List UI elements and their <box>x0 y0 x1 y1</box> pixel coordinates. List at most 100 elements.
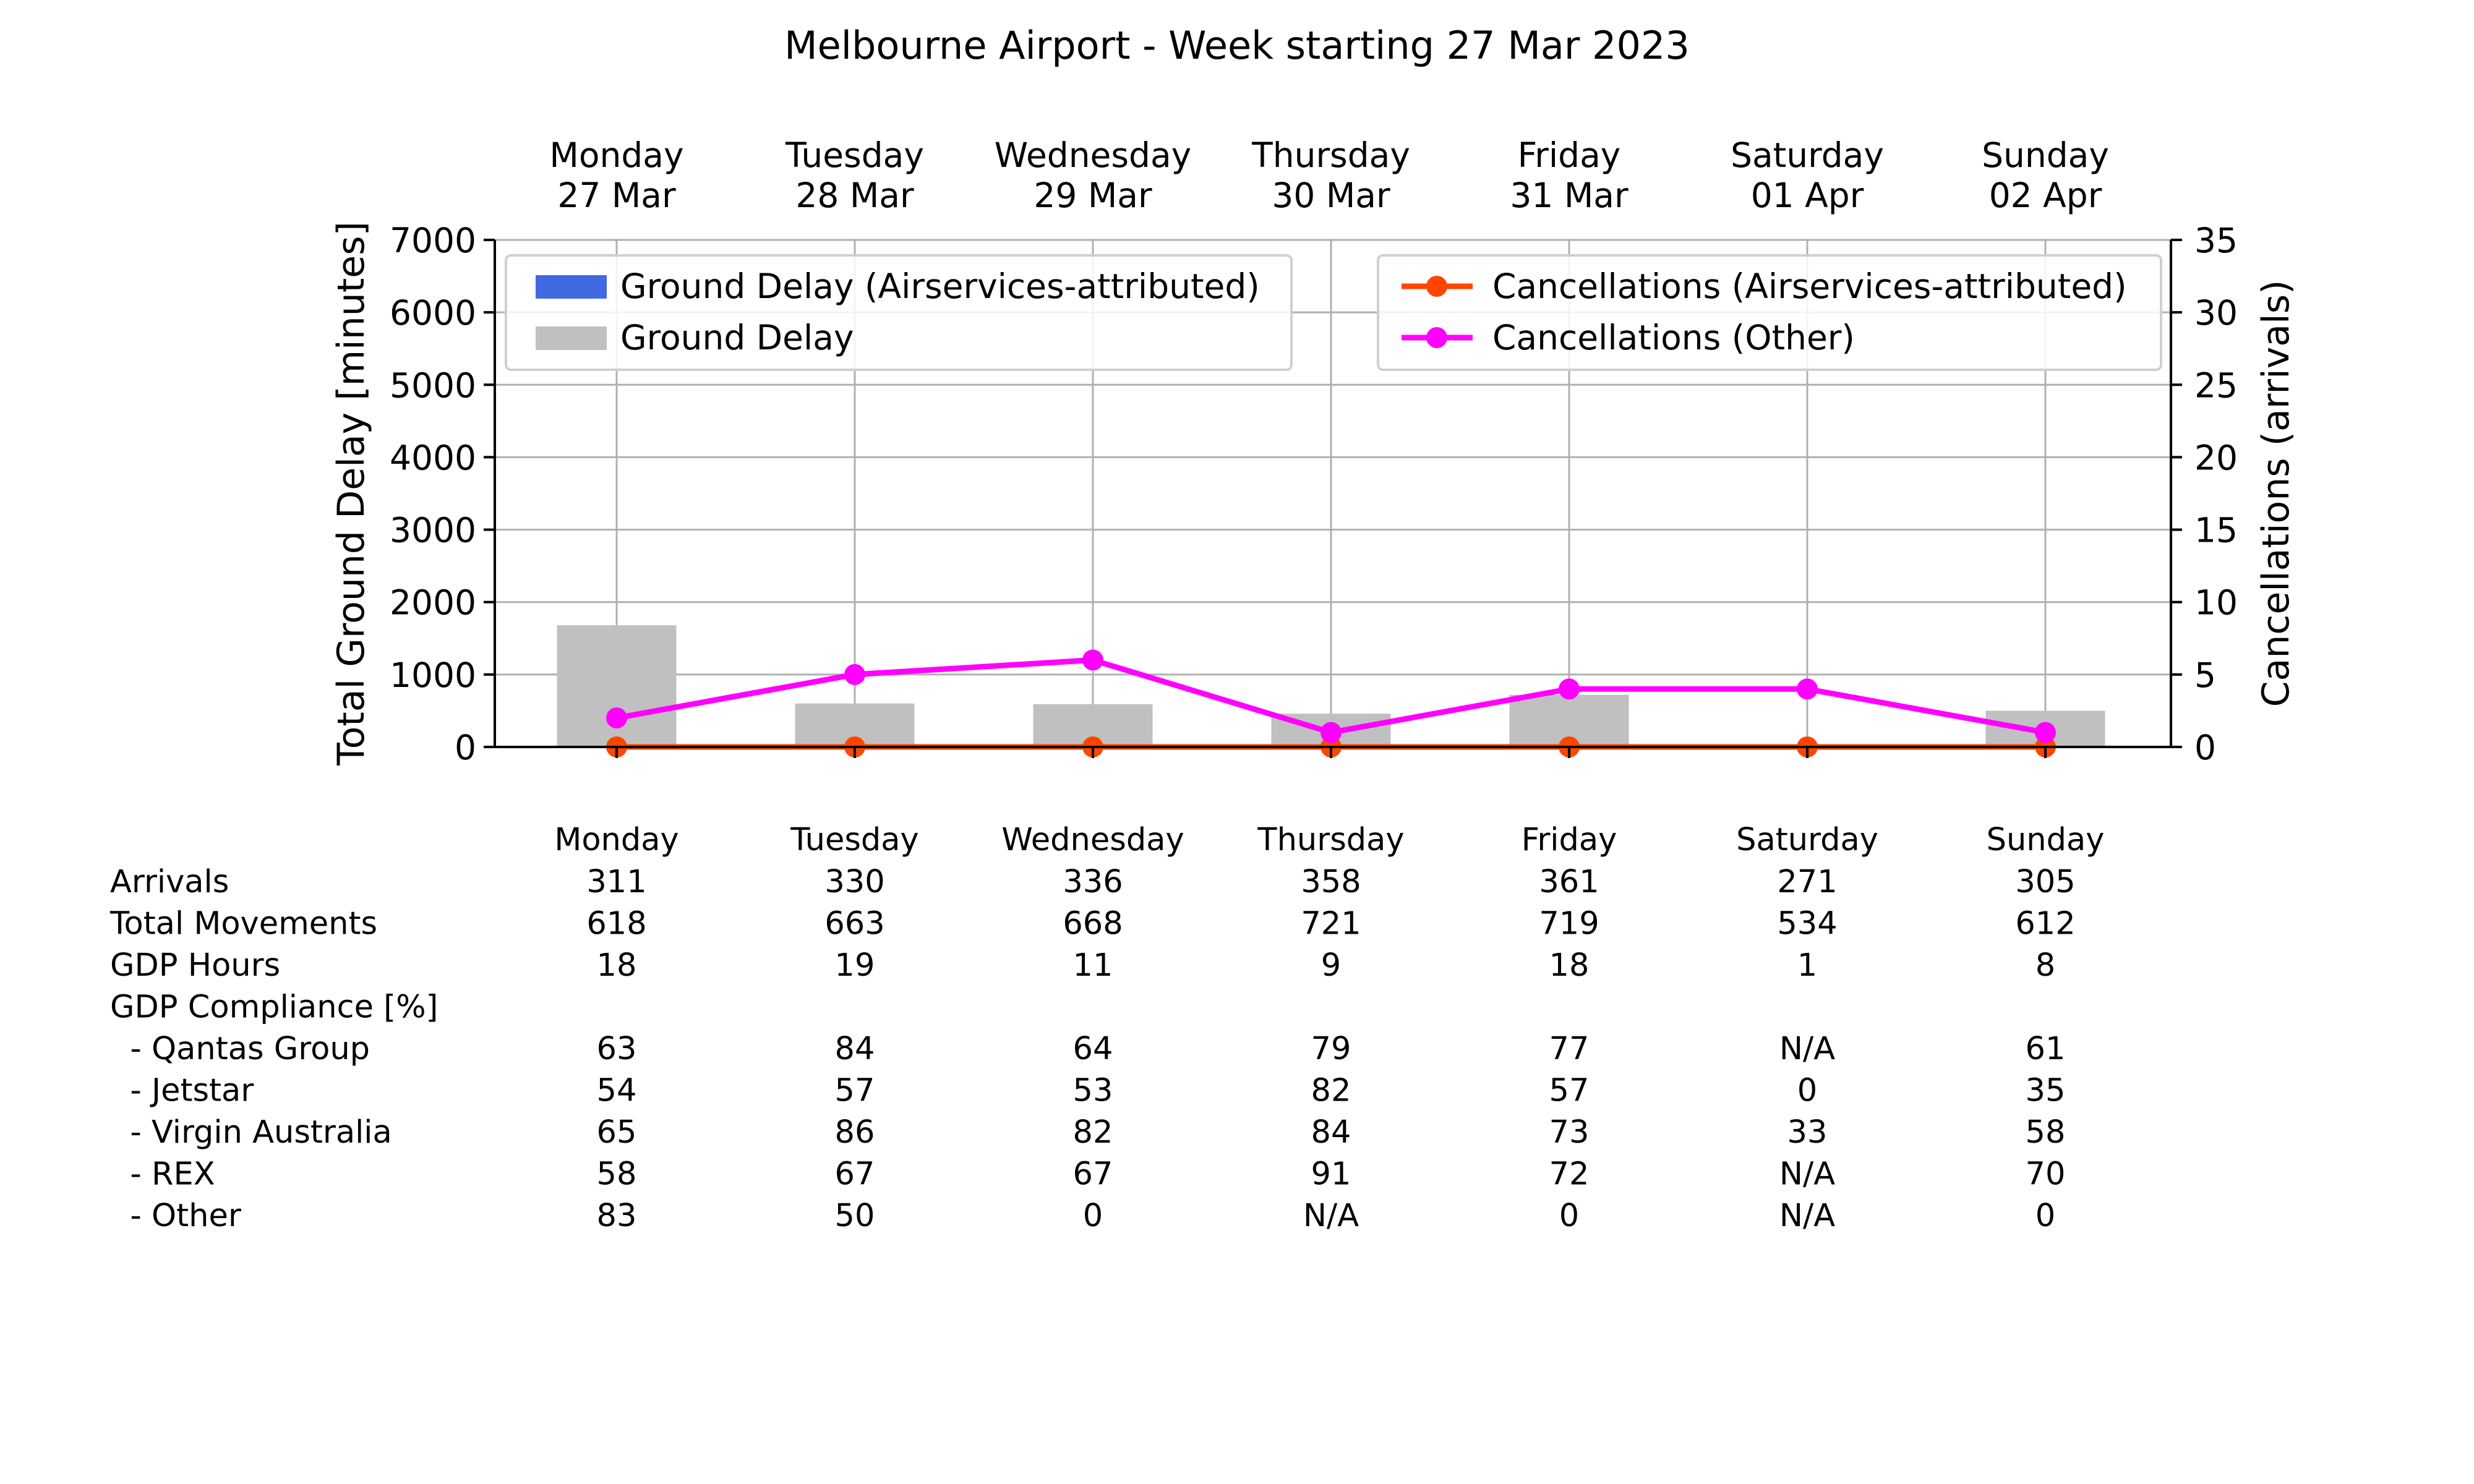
legend-cancellations: Cancellations (Airservices-attributed) Ca… <box>1377 254 2162 371</box>
table-cell: 8 <box>2035 947 2055 984</box>
table-header-cell: Tuesday <box>790 822 919 858</box>
table-cell: 50 <box>835 1198 875 1234</box>
left-tick-label: 6000 <box>390 293 476 333</box>
right-tick-label: 10 <box>2194 583 2238 623</box>
left-tick-label: 1000 <box>390 655 476 695</box>
table-cell: 84 <box>1311 1114 1351 1151</box>
table-cell: N/A <box>1303 1198 1359 1234</box>
day-date-label: 01 Apr <box>1751 176 1864 215</box>
table-cell: 58 <box>597 1156 637 1193</box>
table-row-label: - Virgin Australia <box>110 1114 392 1151</box>
y-axis-left-label: Total Ground Delay [minutes] <box>330 221 373 766</box>
right-tick-label: 30 <box>2194 293 2238 333</box>
table-cell: 65 <box>597 1114 637 1151</box>
stats-table: Monday Tuesday Wednesday Thursday Friday Satu… <box>109 822 2104 1234</box>
point-other-wednesday <box>1082 649 1103 671</box>
chart-title: Melbourne Airport - Week starting 27 Mar… <box>784 23 1690 68</box>
table-cell: 91 <box>1311 1156 1351 1193</box>
table-cell: 70 <box>2026 1156 2066 1193</box>
point-other-tuesday <box>844 663 865 685</box>
legend-marker <box>1426 276 1447 297</box>
right-tick-label: 5 <box>2194 655 2216 695</box>
point-other-thursday <box>1320 722 1342 743</box>
table-cell: 18 <box>1549 947 1590 984</box>
y-axis-right-label: Cancellations (arrivals) <box>2254 280 2298 707</box>
table-cell: N/A <box>1779 1031 1835 1067</box>
day-name-label: Monday <box>549 135 683 175</box>
day-name-label: Sunday <box>1982 135 2109 175</box>
legend-swatch <box>536 326 607 350</box>
table-header-cell: Sunday <box>1987 822 2105 858</box>
axes: 0 1000 2000 3000 4000 5000 6000 7000 0 5 10 15 20 25 3… <box>330 221 2298 767</box>
day-date-label: 27 Mar <box>557 176 676 215</box>
table-cell: 358 <box>1301 864 1361 900</box>
table-row-label: Arrivals <box>110 864 229 900</box>
point-other-sunday <box>2035 722 2056 743</box>
table-cell: 67 <box>1073 1156 1113 1193</box>
table-cell: 82 <box>1311 1073 1351 1109</box>
table-cell: 53 <box>1073 1073 1113 1109</box>
table-cell: 83 <box>597 1198 637 1234</box>
table-row-label: GDP Hours <box>110 947 280 984</box>
table-cell: 305 <box>2015 864 2075 900</box>
legend-entry: Cancellations (Airservices-attributed) <box>1492 267 2127 306</box>
table-header-cell: Monday <box>554 822 678 858</box>
day-date-label: 02 Apr <box>1989 176 2102 215</box>
table-cell: 663 <box>824 906 884 942</box>
left-tick-label: 5000 <box>390 365 476 405</box>
table-cell: 64 <box>1073 1031 1113 1067</box>
legend-marker <box>1426 327 1447 348</box>
legend-entry: Ground Delay (Airservices-attributed) <box>620 267 1260 306</box>
table-cell: 82 <box>1073 1114 1113 1151</box>
day-date-label: 31 Mar <box>1510 176 1629 215</box>
right-tick-label: 20 <box>2194 438 2238 477</box>
table-row-label: GDP Compliance [%] <box>110 989 438 1026</box>
table-cell: 79 <box>1311 1031 1351 1067</box>
table-cell: 18 <box>597 947 637 984</box>
right-tick-label: 35 <box>2194 221 2238 260</box>
table-header-cell: Saturday <box>1736 822 1878 858</box>
day-name-label: Friday <box>1518 135 1621 175</box>
table-cell: 72 <box>1549 1156 1590 1193</box>
point-other-friday <box>1559 678 1580 700</box>
table-cell: 271 <box>1777 864 1837 900</box>
table-row-label: - Qantas Group <box>110 1031 370 1067</box>
table-cell: 11 <box>1073 947 1113 984</box>
table-cell: 77 <box>1549 1031 1590 1067</box>
table-cell: 534 <box>1777 906 1837 942</box>
legend-swatch <box>536 275 607 299</box>
point-other-monday <box>606 707 627 729</box>
table-row-label: - Jetstar <box>110 1073 254 1109</box>
table-cell: N/A <box>1779 1156 1835 1193</box>
legend-entry: Cancellations (Other) <box>1492 318 1855 357</box>
table-cell: 618 <box>586 906 646 942</box>
table-cell: 86 <box>835 1114 875 1151</box>
table-cell: 57 <box>1549 1073 1590 1109</box>
day-name-label: Thursday <box>1251 135 1410 175</box>
day-name-label: Saturday <box>1731 135 1884 175</box>
table-cell: 19 <box>835 947 875 984</box>
table-cell: 0 <box>2035 1198 2055 1234</box>
table-cell: 61 <box>2026 1031 2066 1067</box>
table-cell: 84 <box>835 1031 875 1067</box>
table-cell: 361 <box>1539 864 1599 900</box>
table-cell: 1 <box>1797 947 1817 984</box>
right-tick-label: 0 <box>2194 728 2216 767</box>
day-date-label: 29 Mar <box>1034 176 1152 215</box>
table-cell: 35 <box>2026 1073 2066 1109</box>
day-name-label: Tuesday <box>785 135 924 175</box>
table-cell: 336 <box>1063 864 1123 900</box>
left-tick-label: 2000 <box>390 583 476 623</box>
legend-entry: Ground Delay <box>620 318 854 357</box>
table-cell: 330 <box>824 864 884 900</box>
left-tick-label: 4000 <box>390 438 476 477</box>
left-tick-label: 3000 <box>390 511 476 550</box>
left-tick-label: 0 <box>455 728 476 767</box>
table-cell: 57 <box>835 1073 875 1109</box>
table-row-label: Total Movements <box>109 906 377 942</box>
table-cell: 721 <box>1301 906 1361 942</box>
table-cell: 67 <box>835 1156 875 1193</box>
table-header-cell: Thursday <box>1257 822 1404 858</box>
